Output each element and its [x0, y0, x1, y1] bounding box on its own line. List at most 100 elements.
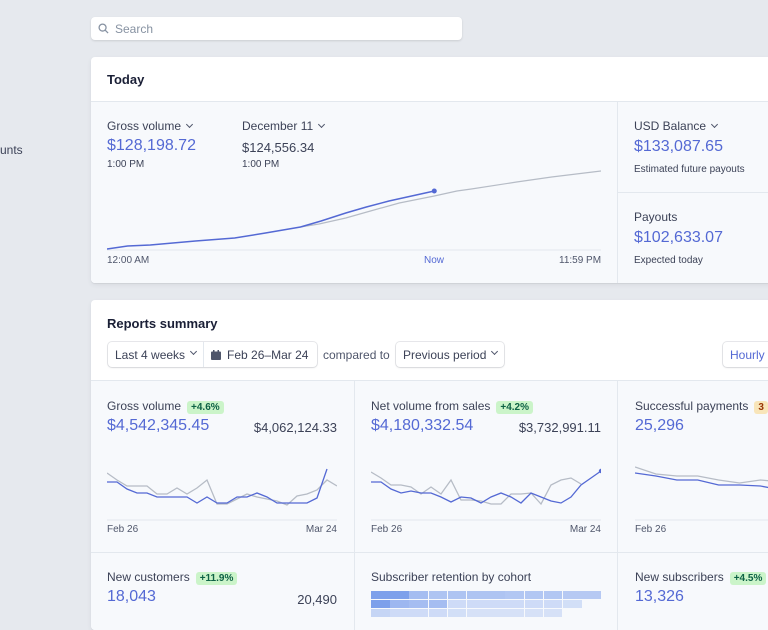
- series-line-previous: [635, 466, 768, 484]
- chevron-down-icon: [190, 347, 198, 356]
- metric-label: Net volume from sales: [371, 399, 491, 413]
- metric-header: Gross volume +4.6%: [107, 399, 224, 414]
- metric-net-volume[interactable]: Net volume from sales +4.2% $4,180,332.54…: [355, 381, 618, 553]
- metric-previous-value: $3,732,991.11: [518, 420, 601, 435]
- now-point: [431, 188, 437, 194]
- heatmap-cell: [505, 591, 524, 599]
- compare-value: $124,556.34: [242, 140, 315, 155]
- search-placeholder: Search: [115, 21, 154, 36]
- date-range-button[interactable]: Feb 26–Mar 24: [204, 342, 315, 367]
- interval-dropdown[interactable]: Hourly: [723, 342, 768, 367]
- compare-date-label: December 11: [242, 119, 314, 133]
- axis-start: Feb 26: [107, 524, 139, 535]
- heatmap-cell: [390, 591, 409, 599]
- heatmap-cell: [371, 591, 390, 599]
- today-card: Today Gross volume $128,198.72 1:00 PM D…: [91, 57, 768, 283]
- metric-value: 13,326: [635, 588, 684, 605]
- chevron-down-icon: [318, 120, 326, 129]
- interval-label: Hourly: [730, 347, 765, 362]
- gross-volume-value: $128,198.72: [107, 137, 196, 154]
- heatmap-cell: [467, 591, 486, 599]
- sparkline-chart: [107, 468, 337, 521]
- metric-gross-volume[interactable]: Gross volume +4.6% $4,542,345.45 $4,062,1…: [91, 381, 355, 553]
- heatmap-cell: [409, 600, 428, 608]
- heatmap-cell: [371, 609, 390, 617]
- search-input[interactable]: Search: [91, 17, 462, 40]
- heatmap-cell: [371, 600, 390, 608]
- metric-value: $4,180,332.54: [371, 417, 474, 434]
- divider: [91, 380, 768, 381]
- metric-header: Net volume from sales +4.2%: [371, 399, 534, 414]
- sparkline-chart: [371, 468, 601, 521]
- usd-balance-sub: Estimated future payouts: [634, 164, 745, 175]
- gross-volume-dropdown[interactable]: Gross volume: [107, 119, 194, 133]
- heatmap-cell: [524, 600, 544, 608]
- heatmap-cell: [563, 591, 582, 599]
- heatmap-cell: [563, 600, 582, 608]
- metric-header: Successful payments 3: [635, 399, 768, 414]
- heatmap-cell: [428, 591, 448, 599]
- metric-new-customers[interactable]: New customers +11.9% 18,043 20,490: [91, 553, 355, 630]
- sidebar-item-partial[interactable]: unts: [0, 143, 23, 157]
- last-point: [598, 468, 601, 474]
- axis-end: 11:59 PM: [559, 255, 602, 266]
- heatmap-cell: [486, 591, 505, 599]
- payouts-sub: Expected today: [634, 255, 703, 266]
- axis-end: Mar 24: [569, 524, 601, 535]
- change-badge: +11.9%: [195, 572, 238, 585]
- range-dropdown[interactable]: Last 4 weeks: [108, 342, 205, 367]
- series-line-current: [107, 468, 328, 504]
- today-chart: [107, 170, 601, 251]
- series-line-compare: [300, 170, 601, 228]
- comparison-dropdown[interactable]: Previous period: [396, 342, 505, 367]
- search-icon: [98, 23, 109, 34]
- metric-label: New subscribers: [635, 570, 724, 584]
- chevron-down-icon: [711, 120, 719, 129]
- heatmap-cell: [467, 600, 486, 608]
- payouts-label[interactable]: Payouts: [634, 210, 678, 224]
- change-badge: 3: [754, 401, 768, 414]
- metric-previous-value: 20,490: [297, 592, 337, 607]
- series-line-current: [371, 470, 601, 504]
- heatmap-cell: [390, 600, 409, 608]
- reports-card: Reports summary Last 4 weeks Feb 26–Mar …: [91, 300, 768, 630]
- axis-start: Feb 26: [371, 524, 403, 535]
- series-line-current: [635, 472, 768, 489]
- axis-start: 12:00 AM: [107, 255, 150, 266]
- metric-new-subscribers[interactable]: New subscribers +4.5% 13,326: [618, 553, 768, 630]
- gross-volume-time: 1:00 PM: [107, 159, 145, 170]
- metric-value: 18,043: [107, 588, 156, 605]
- divider: [617, 101, 618, 283]
- heatmap-cell: [447, 591, 467, 599]
- series-line-today: [107, 190, 435, 250]
- heatmap-cell: [467, 609, 486, 617]
- date-range-picker: Last 4 weeks Feb 26–Mar 24: [108, 342, 317, 367]
- date-range-label: Feb 26–Mar 24: [227, 347, 309, 362]
- heatmap-cell: [447, 600, 467, 608]
- heatmap-cell: [428, 609, 448, 617]
- heatmap-cell: [543, 591, 563, 599]
- metric-subscriber-retention[interactable]: Subscriber retention by cohort: [355, 553, 618, 630]
- compared-to-label: compared to: [323, 348, 390, 362]
- heatmap-cell: [428, 600, 448, 608]
- change-badge: +4.6%: [187, 401, 224, 414]
- heatmap-cell: [505, 609, 524, 617]
- axis-now: Now: [424, 255, 445, 266]
- axis-start: Feb 26: [635, 524, 667, 535]
- heatmap-cell: [486, 609, 505, 617]
- metric-label: Gross volume: [107, 399, 182, 413]
- series-line-previous: [107, 472, 337, 506]
- metric-successful-payments[interactable]: Successful payments 3 25,296 Feb 26: [618, 381, 768, 553]
- heatmap-cell: [524, 591, 544, 599]
- metric-header: New subscribers +4.5%: [635, 570, 767, 585]
- usd-balance-dropdown[interactable]: USD Balance: [634, 119, 719, 133]
- divider: [618, 192, 768, 193]
- metric-label: Successful payments: [635, 399, 749, 413]
- comparison-label: Previous period: [403, 347, 487, 362]
- series-line-previous: [371, 471, 582, 506]
- gross-volume-label: Gross volume: [107, 119, 182, 133]
- sparkline-chart: [635, 466, 768, 521]
- compare-date-dropdown[interactable]: December 11: [242, 119, 326, 133]
- calendar-icon: [211, 349, 222, 360]
- heatmap-cell: [543, 609, 563, 617]
